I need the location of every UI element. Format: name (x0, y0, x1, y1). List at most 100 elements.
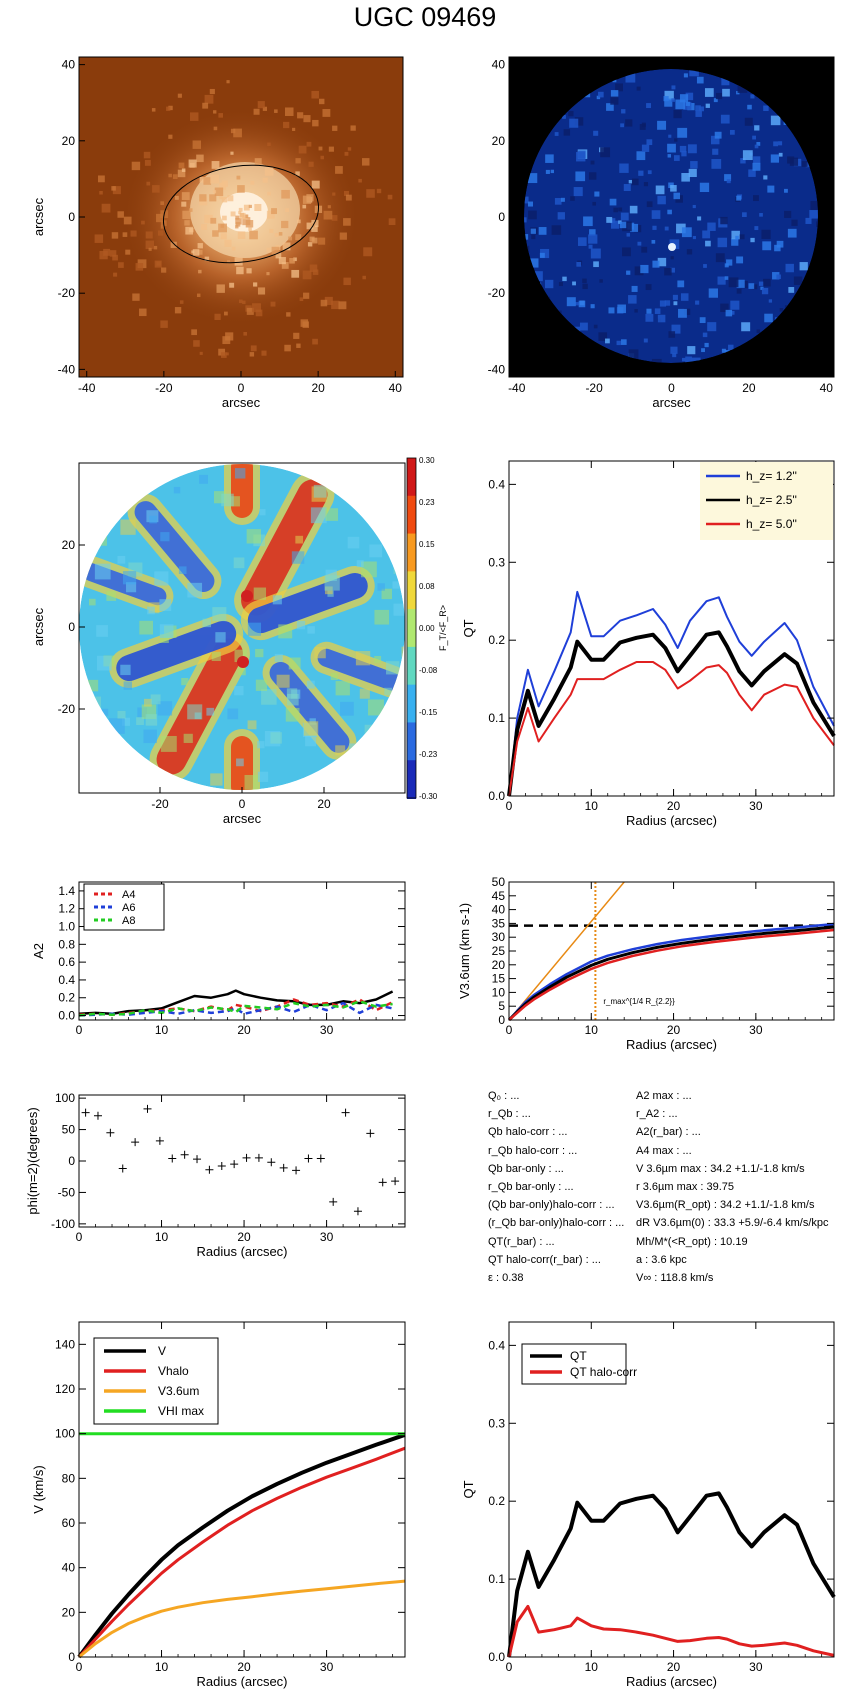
force-pixel (244, 774, 260, 790)
pixel-speck (243, 331, 248, 336)
param-v-ropt: V3.6µm(R_opt) : 34.2 +1.1/-1.8 km/s (636, 1199, 815, 1212)
force-pixel (199, 474, 208, 484)
force-pixel (120, 519, 136, 535)
pixel-speck (179, 300, 184, 304)
pixel-speck (94, 234, 104, 243)
x-tick-label: 0 (506, 1023, 513, 1037)
force-pixel (89, 752, 97, 760)
pixel-speck (670, 185, 677, 192)
pixel-speck (168, 173, 172, 178)
force-pixel (306, 680, 315, 689)
pixel-speck (721, 348, 726, 353)
x-tick-label: 0 (239, 797, 246, 811)
qt-profile-chart: 0 10 20 30 0.0 0.1 0.2 0.3 0.4 Radius (arcsec) QT h… (461, 460, 836, 828)
param-qb-bar-only: Qb bar-only : ... (488, 1162, 564, 1175)
force-map-panel (79, 464, 405, 790)
param-core-radius: a : 3.6 kpc (636, 1253, 687, 1266)
pixel-speck (667, 209, 672, 215)
colorbar-frame (406, 457, 417, 799)
x-tick-label: 20 (237, 1230, 251, 1244)
pixel-speck (750, 237, 755, 243)
pixel-speck (681, 151, 687, 157)
pixel-speck (307, 242, 313, 247)
colorbar-label: F_T/<F_R> (438, 605, 448, 651)
data-point (168, 1154, 177, 1163)
pixel-speck (249, 352, 255, 357)
pixel-speck (199, 176, 206, 183)
pixel-speck (748, 169, 756, 177)
plot-area (79, 1095, 405, 1227)
x-tick-label: 10 (585, 1023, 599, 1037)
pixel-speck (664, 300, 671, 306)
pixel-speck (720, 303, 729, 313)
pixel-speck (704, 342, 709, 348)
y-tick-label: 40 (492, 903, 506, 917)
pixel-speck (531, 235, 536, 240)
pixel-speck (181, 201, 187, 207)
pixel-speck (582, 283, 588, 290)
pixel-speck (558, 281, 563, 287)
pixel-speck (667, 143, 676, 153)
force-pixel (285, 707, 300, 722)
pixel-speck (692, 204, 696, 209)
pixel-speck (318, 237, 326, 245)
pixel-speck (539, 252, 545, 258)
pixel-speck (671, 98, 675, 102)
pixel-speck (667, 154, 672, 158)
pixel-speck (684, 308, 691, 315)
force-pixel (210, 773, 223, 786)
pixel-speck (219, 182, 227, 190)
force-pixel (122, 571, 137, 585)
pixel-speck (246, 307, 254, 315)
series-line-1 (507, 1604, 835, 1658)
pixel-speck (529, 258, 539, 268)
pixel-speck (793, 276, 803, 285)
force-pixel (123, 681, 133, 690)
pixel-speck (715, 253, 725, 263)
pixel-speck (220, 224, 225, 228)
pixel-speck (767, 185, 775, 193)
pixel-speck (181, 192, 190, 201)
y-tick-label: 0 (498, 210, 505, 224)
legend-label: A6 (122, 902, 135, 914)
x-tick-label: 20 (237, 1660, 251, 1674)
pixel-speck (201, 224, 208, 230)
force-pixel (144, 698, 152, 707)
force-pixel (101, 708, 109, 716)
param-dr-v0: dR V3.6µm(0) : 33.3 +5.9/-6.4 km/s/kpc (636, 1217, 829, 1230)
legend-box (521, 1343, 627, 1385)
pixel-speck (643, 182, 649, 187)
force-pixel (368, 699, 384, 716)
x-axis-label: Radius (arcsec) (196, 1244, 287, 1259)
pixel-speck (582, 278, 587, 284)
colorbar-segment (407, 684, 416, 724)
pixel-speck (298, 145, 307, 154)
pixel-speck (281, 261, 289, 269)
pixel-speck (696, 76, 704, 84)
force-pixel (359, 688, 370, 699)
pixel-speck (568, 110, 574, 117)
pixel-speck (131, 161, 141, 171)
pixel-speck (625, 119, 633, 127)
pixel-speck (758, 281, 764, 286)
pixel-speck (524, 217, 527, 223)
pixel-speck (563, 129, 571, 136)
param-a4-max: A4 max : ... (636, 1144, 692, 1157)
pixel-speck (311, 180, 320, 189)
pixel-speck (239, 212, 246, 219)
pixel-speck (671, 85, 676, 90)
pixel-speck (673, 155, 680, 161)
y-tick-label: 100 (55, 1427, 75, 1441)
pixel-speck (714, 131, 722, 139)
pixel-speck (688, 168, 697, 178)
data-point (155, 1136, 164, 1145)
y-tick-label: 0.0 (58, 1009, 75, 1023)
pixel-speck (716, 92, 723, 100)
pixel-speck (570, 196, 575, 201)
pixel-speck (730, 300, 740, 310)
param-v-inf: V∞ : 118.8 km/s (636, 1271, 714, 1284)
y-tick-label: 25 (492, 944, 506, 958)
force-pixel (160, 735, 177, 752)
pixel-speck (655, 185, 665, 195)
force-pixel (82, 752, 96, 767)
